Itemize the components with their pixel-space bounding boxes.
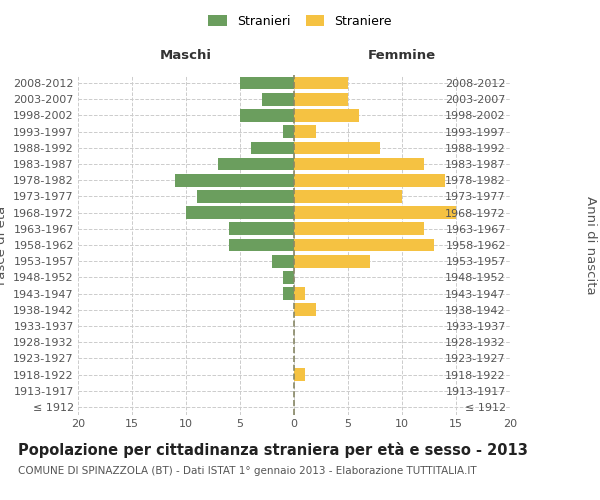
Bar: [294, 255, 370, 268]
Bar: [294, 93, 348, 106]
Text: COMUNE DI SPINAZZOLA (BT) - Dati ISTAT 1° gennaio 2013 - Elaborazione TUTTITALIA: COMUNE DI SPINAZZOLA (BT) - Dati ISTAT 1…: [18, 466, 476, 476]
Text: Anni di nascita: Anni di nascita: [584, 196, 597, 294]
Bar: [294, 77, 348, 90]
Bar: [294, 109, 359, 122]
Bar: [175, 174, 294, 186]
Bar: [294, 158, 424, 170]
Bar: [251, 142, 294, 154]
Bar: [229, 222, 294, 235]
Legend: Stranieri, Straniere: Stranieri, Straniere: [205, 11, 395, 32]
Bar: [294, 304, 316, 316]
Bar: [294, 174, 445, 186]
Y-axis label: Fasce di età: Fasce di età: [0, 206, 8, 284]
Bar: [229, 238, 294, 252]
Bar: [294, 288, 305, 300]
Bar: [283, 288, 294, 300]
Bar: [197, 190, 294, 202]
Bar: [294, 222, 424, 235]
Bar: [283, 271, 294, 283]
Text: Femmine: Femmine: [368, 50, 436, 62]
Bar: [240, 109, 294, 122]
Bar: [262, 93, 294, 106]
Bar: [294, 126, 316, 138]
Bar: [240, 77, 294, 90]
Bar: [294, 142, 380, 154]
Bar: [294, 238, 434, 252]
Bar: [272, 255, 294, 268]
Bar: [294, 206, 456, 219]
Bar: [218, 158, 294, 170]
Text: Maschi: Maschi: [160, 50, 212, 62]
Bar: [283, 126, 294, 138]
Text: Popolazione per cittadinanza straniera per età e sesso - 2013: Popolazione per cittadinanza straniera p…: [18, 442, 528, 458]
Bar: [294, 190, 402, 202]
Bar: [186, 206, 294, 219]
Bar: [294, 368, 305, 381]
